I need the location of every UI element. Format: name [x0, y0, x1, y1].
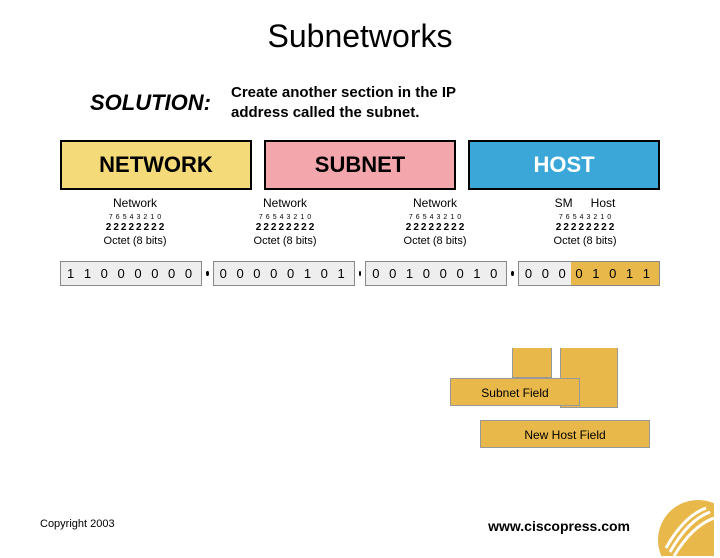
bit-indices-2: 76543210 — [210, 214, 360, 221]
host-label: Host — [591, 196, 616, 210]
solution-label: SOLUTION: — [90, 90, 211, 116]
page-title: Subnetworks — [0, 18, 720, 55]
octet-4: 76543210 22222222 Octet (8 bits) — [510, 214, 660, 247]
network-block: NETWORK — [60, 140, 252, 190]
copyright-text: Copyright 2003 — [40, 518, 115, 530]
bit-indices-3: 76543210 — [360, 214, 510, 221]
octet-3: 76543210 22222222 Octet (8 bits) — [360, 214, 510, 247]
solution-line1: Create another section in the IP — [231, 83, 456, 103]
dot-icon — [359, 271, 362, 276]
col-label-2: Network — [210, 196, 360, 210]
fields-callout: Subnet Field New Host Field — [450, 348, 680, 488]
host-field-label: New Host Field — [480, 420, 650, 448]
subnet-field-label: Subnet Field — [450, 378, 580, 406]
bit-weights-2: 22222222 — [210, 222, 360, 233]
sm-label: SM — [555, 196, 573, 210]
dot-icon — [206, 271, 209, 276]
octet-caption-3: Octet (8 bits) — [360, 235, 510, 247]
dot-icon — [511, 271, 514, 276]
host-block: HOST — [468, 140, 660, 190]
octet-2: 76543210 22222222 Octet (8 bits) — [210, 214, 360, 247]
col-label-4: SM Host — [510, 196, 660, 210]
binary-octet-1: 1 1 0 0 0 0 0 0 — [60, 261, 202, 286]
subnet-connector — [512, 348, 552, 378]
bit-indices-1: 76543210 — [60, 214, 210, 221]
binary-octet-3: 0 0 1 0 0 0 1 0 — [365, 261, 507, 286]
binary-octet-4: 0 0 0 0 1 0 1 1 — [518, 261, 660, 286]
bit-weights-1: 22222222 — [60, 222, 210, 233]
ciscopress-logo-icon — [650, 492, 714, 556]
octets-row: 76543210 22222222 Octet (8 bits) 7654321… — [60, 214, 660, 247]
octet-caption-1: Octet (8 bits) — [60, 235, 210, 247]
subnet-block: SUBNET — [264, 140, 456, 190]
blocks-row: NETWORK SUBNET HOST — [60, 140, 660, 190]
solution-line2: address called the subnet. — [231, 103, 456, 123]
bit-weights-4: 22222222 — [510, 222, 660, 233]
octet-1: 76543210 22222222 Octet (8 bits) — [60, 214, 210, 247]
footer-url: www.ciscopress.com — [488, 518, 630, 534]
binary-octet-2: 0 0 0 0 0 1 0 1 — [213, 261, 355, 286]
solution-text: Create another section in the IP address… — [231, 83, 456, 122]
bit-weights-3: 22222222 — [360, 222, 510, 233]
col-label-3: Network — [360, 196, 510, 210]
column-labels-row: Network Network Network SM Host — [60, 196, 660, 210]
bit-indices-4: 76543210 — [510, 214, 660, 221]
octet-caption-2: Octet (8 bits) — [210, 235, 360, 247]
solution-row: SOLUTION: Create another section in the … — [90, 83, 720, 122]
binary-row: 1 1 0 0 0 0 0 0 0 0 0 0 0 1 0 1 0 0 1 0 … — [60, 261, 660, 286]
col-label-1: Network — [60, 196, 210, 210]
octet-caption-4: Octet (8 bits) — [510, 235, 660, 247]
